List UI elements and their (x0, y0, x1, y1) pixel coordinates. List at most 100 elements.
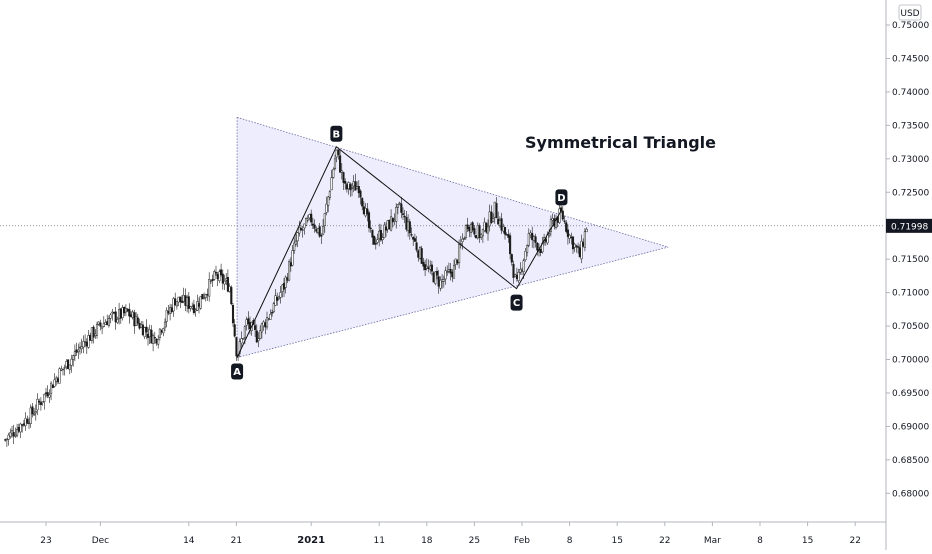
candle (464, 224, 467, 240)
candle-body (425, 265, 428, 269)
candle (102, 316, 105, 328)
candle (526, 244, 529, 257)
candle-body (126, 308, 129, 312)
candle-body (5, 438, 8, 441)
candle-body (434, 271, 437, 284)
candle (116, 316, 119, 324)
x-tick-label: Feb (514, 536, 530, 546)
point-label-d: D (555, 189, 568, 206)
candle-body (344, 181, 347, 184)
x-tick-label: 23 (40, 536, 51, 546)
candle-body (505, 234, 508, 236)
candle (238, 338, 241, 358)
candle-body (85, 341, 88, 347)
candle-body (510, 254, 513, 263)
candle-body (112, 312, 116, 314)
candle-body (271, 312, 274, 314)
candle (141, 321, 144, 336)
candle-body (186, 297, 189, 307)
candle-body (580, 240, 583, 260)
candle (194, 307, 197, 317)
candle-body (493, 201, 496, 218)
candle-body (282, 282, 286, 290)
candle-body (70, 358, 73, 366)
candle-body (104, 322, 107, 325)
candle-body (172, 298, 175, 312)
y-tick-label: 0.68000 (892, 489, 929, 499)
candle (204, 293, 207, 302)
candle (174, 292, 177, 306)
candle (340, 163, 343, 180)
candle (162, 327, 165, 337)
candle (415, 235, 418, 253)
candle (349, 182, 352, 197)
candle-body (531, 233, 534, 241)
candle-body (158, 328, 161, 338)
candle-body (80, 346, 83, 350)
candle-body (199, 295, 202, 309)
candle-body (427, 267, 430, 269)
candle-body (141, 324, 144, 336)
candle-body (203, 297, 206, 299)
candle (4, 438, 7, 442)
candle-body (524, 251, 527, 261)
candle (296, 231, 299, 248)
candle (328, 189, 331, 201)
candle-body (509, 235, 512, 255)
candle-body (288, 261, 291, 281)
candle-body (369, 227, 372, 230)
x-tick-label: 22 (849, 536, 860, 546)
candle (401, 207, 405, 220)
candle-body (65, 361, 68, 368)
candle (87, 329, 90, 349)
candle-body (323, 213, 326, 226)
candle-body (155, 338, 158, 344)
y-tick-label: 0.74500 (892, 54, 929, 64)
candle-body (330, 177, 333, 191)
candle-body (311, 223, 314, 226)
candle (344, 178, 347, 190)
candle-body (123, 307, 126, 314)
candle (221, 269, 224, 290)
candle (235, 336, 238, 361)
y-tick-label: 0.70000 (892, 356, 929, 366)
candle (118, 302, 121, 325)
candle (240, 331, 243, 348)
candle-body (366, 208, 369, 215)
candle (12, 424, 15, 444)
x-tick-label: 18 (421, 536, 433, 546)
candle (10, 426, 14, 438)
candle (390, 209, 393, 232)
candle-body (163, 321, 167, 328)
candle-body (403, 215, 406, 218)
candle-body (497, 218, 500, 225)
candle (383, 222, 386, 239)
candle (163, 318, 167, 332)
y-tick-label: 0.68500 (892, 456, 929, 466)
candle (78, 342, 82, 355)
y-tick-label: 0.75000 (892, 21, 929, 31)
candle-body (335, 149, 338, 158)
candle (255, 324, 258, 344)
candle-body (153, 337, 156, 339)
candle (157, 335, 160, 349)
candle (359, 189, 362, 205)
candle-body (534, 236, 537, 243)
candle (58, 367, 61, 384)
candle-body (143, 327, 146, 337)
candle (201, 293, 204, 300)
candle (549, 215, 552, 237)
x-tick-label: 15 (611, 536, 622, 546)
candle (206, 288, 209, 301)
candle-body (383, 224, 386, 238)
candle (129, 311, 133, 318)
candle-body (4, 439, 7, 441)
candle-body (571, 236, 575, 250)
point-label-text: D (557, 193, 565, 204)
candle-body (471, 222, 474, 231)
candle (65, 359, 68, 370)
candle (150, 325, 153, 344)
candle (226, 269, 229, 293)
candle (182, 287, 185, 304)
